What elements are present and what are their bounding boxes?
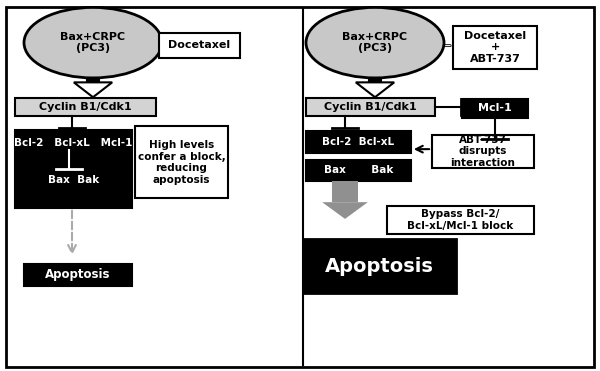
FancyBboxPatch shape: [15, 130, 132, 208]
Ellipse shape: [306, 7, 444, 78]
Text: Bax+CRPC
(PC3): Bax+CRPC (PC3): [61, 32, 125, 53]
Polygon shape: [356, 82, 394, 97]
Bar: [86, 80, 100, 82]
Text: Cyclin B1/Cdk1: Cyclin B1/Cdk1: [39, 102, 132, 112]
FancyBboxPatch shape: [159, 33, 240, 58]
Text: ABT-737
disrupts
interaction: ABT-737 disrupts interaction: [451, 135, 515, 168]
Text: Bcl-2   Bcl-xL   Mcl-1: Bcl-2 Bcl-xL Mcl-1: [14, 138, 133, 148]
Text: Apoptosis: Apoptosis: [45, 268, 111, 282]
Text: Bax  Bak: Bax Bak: [48, 175, 99, 185]
FancyBboxPatch shape: [387, 206, 534, 234]
Text: Mcl-1: Mcl-1: [478, 104, 512, 113]
Text: Bax       Bak: Bax Bak: [324, 165, 393, 175]
FancyBboxPatch shape: [24, 264, 132, 286]
FancyBboxPatch shape: [306, 131, 411, 153]
Ellipse shape: [24, 7, 162, 78]
FancyBboxPatch shape: [135, 126, 228, 198]
FancyBboxPatch shape: [306, 98, 435, 116]
Text: Cyclin B1/Cdk1: Cyclin B1/Cdk1: [324, 102, 417, 112]
Text: Bypass Bcl-2/
Bcl-xL/Mcl-1 block: Bypass Bcl-2/ Bcl-xL/Mcl-1 block: [407, 209, 514, 231]
FancyBboxPatch shape: [15, 98, 156, 116]
FancyBboxPatch shape: [432, 135, 534, 168]
FancyBboxPatch shape: [303, 239, 456, 293]
Text: Bax+CRPC
(PC3): Bax+CRPC (PC3): [343, 32, 407, 53]
Text: Docetaxel: Docetaxel: [169, 40, 230, 50]
Polygon shape: [322, 202, 368, 219]
Text: Apoptosis: Apoptosis: [325, 257, 434, 276]
Text: Docetaxel
+
ABT-737: Docetaxel + ABT-737: [464, 31, 526, 64]
Bar: [332, 181, 358, 202]
Text: Bcl-2  Bcl-xL: Bcl-2 Bcl-xL: [322, 137, 395, 147]
Polygon shape: [74, 82, 112, 97]
FancyBboxPatch shape: [453, 26, 537, 69]
Bar: [368, 80, 382, 82]
Text: High levels
confer a block,
reducing
apoptosis: High levels confer a block, reducing apo…: [137, 140, 226, 185]
FancyBboxPatch shape: [462, 99, 528, 118]
FancyBboxPatch shape: [6, 7, 594, 367]
FancyBboxPatch shape: [306, 160, 411, 181]
